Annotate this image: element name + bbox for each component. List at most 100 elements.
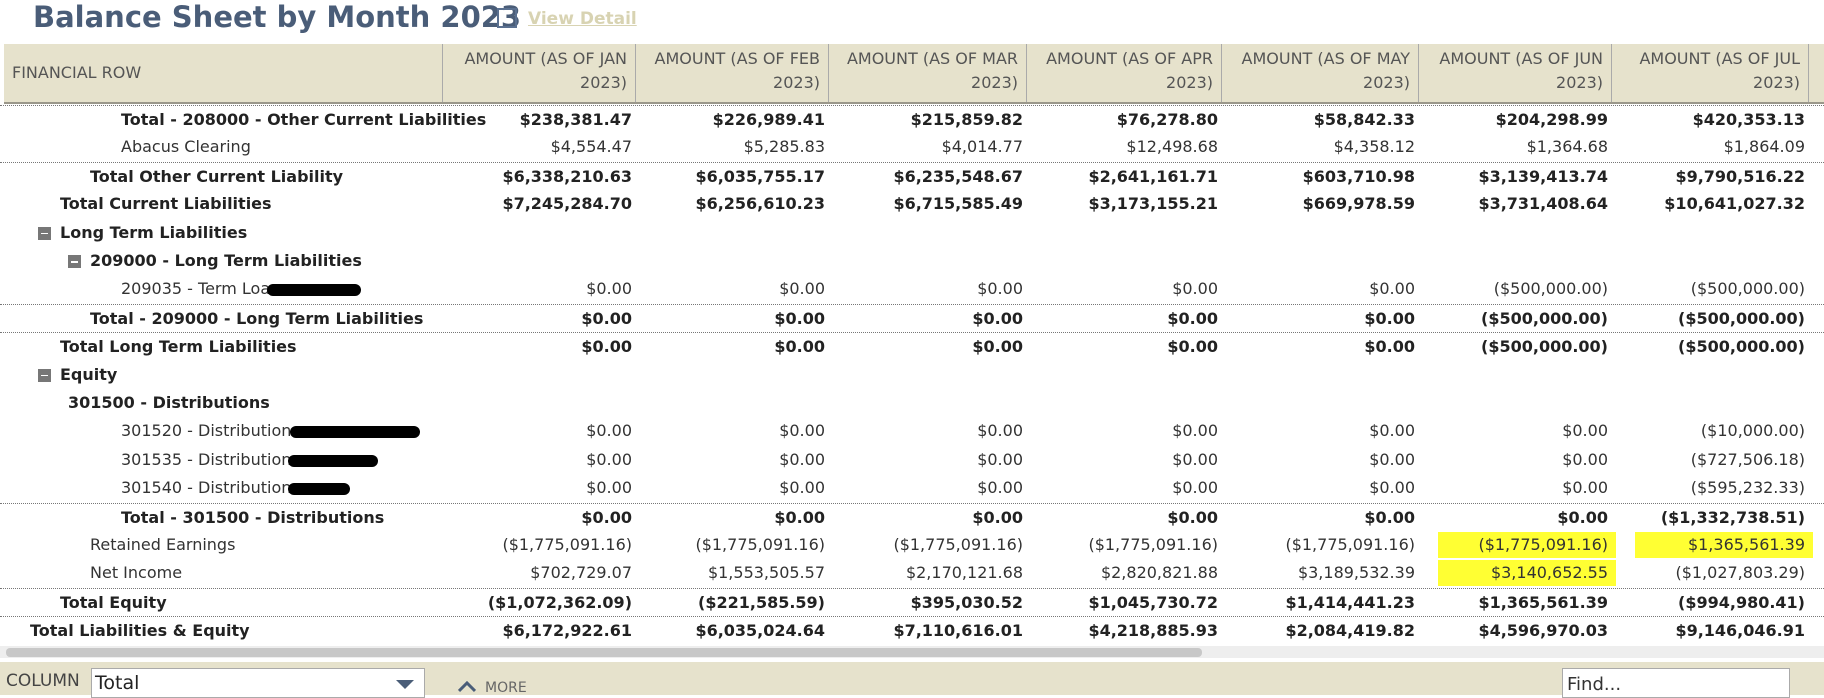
redaction (288, 483, 350, 496)
amount-cell: $2,084,419.82 (1285, 621, 1415, 641)
column-select[interactable] (91, 668, 425, 698)
collapse-toggle[interactable] (38, 226, 51, 240)
table-row: Total Liabilities & Equity $6,172,922.61 $… (0, 616, 1824, 645)
scrollbar-thumb[interactable] (6, 648, 1202, 657)
amount-cell: $5,285.83 (743, 137, 825, 157)
amount-cell: $226,989.41 (712, 110, 825, 129)
amount-cell: ($1,775,091.16) (893, 535, 1023, 554)
amount-cell: $0.00 (1172, 449, 1218, 469)
column-header: AMOUNT (AS OF JUL 2023) (1614, 44, 1809, 102)
table-row: 209035 - Term Loan $0.00 $0.00 $0.00 $0.00 $0… (0, 275, 1824, 303)
row-label: Net Income (90, 563, 183, 583)
table-row: 301520 - Distributions $0.00 $0.00 $0.00 $0.… (0, 417, 1824, 445)
amount-cell: ($595,232.33) (1690, 478, 1805, 498)
amount-cell: ($727,506.18) (1690, 449, 1805, 469)
row-label: Total Current Liabilities (60, 194, 272, 214)
redaction (267, 284, 361, 297)
column-header: AMOUNT (AS OF JUN 2023) (1417, 44, 1612, 102)
column-header: AMOUNT (AS OF MAY 2023) (1224, 44, 1419, 102)
amount-cell: $4,596,970.03 (1478, 621, 1608, 641)
table-row: Total Long Term Liabilities $0.00 $0.00 $0.… (0, 332, 1824, 361)
amount-cell: $0.00 (779, 279, 825, 299)
amount-cell: $0.00 (972, 337, 1023, 357)
report-title: Balance Sheet by Month 2023 (33, 0, 522, 34)
more-icon[interactable] (458, 681, 476, 693)
column-header: AMOUNT (AS OF APR 2023) (1027, 44, 1222, 102)
amount-cell: $0.00 (586, 478, 632, 498)
row-label: Total Long Term Liabilities (60, 337, 297, 357)
amount-cell: $6,256,610.23 (695, 194, 825, 214)
amount-cell: ($500,000.00) (1690, 279, 1805, 299)
amount-cell: $10,641,027.32 (1664, 194, 1805, 214)
amount-cell: ($500,000.00) (1678, 308, 1805, 328)
amount-cell: ($1,332,738.51) (1660, 507, 1805, 527)
row-label: Total Other Current Liability (90, 166, 344, 186)
table-row: Total - 209000 - Long Term Liabilities $0… (0, 303, 1824, 333)
table-row: Abacus Clearing $4,554.47 $5,285.83 $4,014.… (0, 133, 1824, 161)
find-placeholder: Find... (1567, 674, 1622, 695)
table-row: 301535 - Distribution - $0.00 $0.00 $0.00 $0… (0, 446, 1824, 474)
amount-cell: $0.00 (1557, 507, 1608, 527)
highlight (1438, 560, 1616, 587)
amount-cell: $3,731,408.64 (1478, 194, 1608, 214)
amount-cell: $0.00 (779, 449, 825, 469)
table-row: Net Income $702,729.07 $1,553,505.57 $2,170… (0, 559, 1824, 587)
amount-cell: $0.00 (972, 507, 1023, 527)
more-link[interactable]: MORE (485, 680, 527, 696)
row-label: Total - 208000 - Other Current Liabiliti… (121, 110, 487, 129)
row-label: 301535 - Distribution - (121, 449, 303, 469)
amount-cell: ($500,000.00) (1678, 337, 1805, 357)
amount-cell: $0.00 (1172, 421, 1218, 441)
amount-cell: $702,729.07 (530, 563, 632, 583)
amount-cell: $0.00 (1369, 449, 1415, 469)
column-header: AMOUNT (AS OF JAN 2023) (441, 44, 636, 102)
amount-cell: $6,235,548.67 (893, 166, 1023, 186)
row-label: 301520 - Distributions (121, 421, 300, 441)
row-label: Total Liabilities & Equity (30, 621, 250, 641)
amount-cell: ($1,775,091.16) (1478, 535, 1608, 554)
amount-cell: $2,641,161.71 (1088, 166, 1218, 186)
table-row: Total Equity ($1,072,362.09) ($221,585.59)… (0, 587, 1824, 617)
amount-cell: $0.00 (1364, 507, 1415, 527)
amount-cell: $0.00 (586, 279, 632, 299)
amount-cell: ($1,775,091.16) (502, 535, 632, 554)
view-detail-link[interactable]: View Detail (528, 9, 637, 29)
amount-cell: ($10,000.00) (1700, 421, 1805, 441)
amount-cell: $0.00 (1369, 478, 1415, 498)
amount-cell: $420,353.13 (1692, 110, 1805, 129)
amount-cell: $1,365,561.39 (1687, 535, 1805, 554)
amount-cell: ($221,585.59) (698, 592, 825, 612)
amount-cell: $0.00 (774, 337, 825, 357)
amount-cell: $0.00 (1167, 308, 1218, 328)
collapse-toggle[interactable] (68, 255, 81, 268)
table-row: Retained Earnings ($1,775,091.16) ($1,775,… (0, 531, 1824, 559)
amount-cell: $9,146,046.91 (1675, 621, 1805, 641)
amount-cell: $58,842.33 (1313, 110, 1415, 129)
row-label: Total Equity (60, 592, 167, 612)
row-label: Equity (60, 364, 118, 384)
column-header: AMOUNT (AS OF MAR 2023) (832, 44, 1027, 102)
table-row: Total Other Current Liability $6,338,210.… (0, 161, 1824, 191)
dropdown-arrow[interactable] (396, 680, 414, 690)
amount-cell: ($1,027,803.29) (1675, 563, 1805, 583)
table-row: 301540 - Distribution - $0.00 $0.00 $0.00 $0… (0, 474, 1824, 502)
amount-cell: $76,278.80 (1116, 110, 1218, 129)
amount-cell: $0.00 (1562, 478, 1608, 498)
redaction (288, 454, 378, 467)
amount-cell: $0.00 (1562, 449, 1608, 469)
amount-cell: $3,139,413.74 (1478, 166, 1608, 186)
row-label: Total - 301500 - Distributions (121, 507, 385, 527)
amount-cell: ($1,775,091.16) (1088, 535, 1218, 554)
amount-cell: $0.00 (586, 421, 632, 441)
amount-cell: $1,045,730.72 (1088, 592, 1218, 612)
amount-cell: $215,859.82 (910, 110, 1023, 129)
amount-cell: $7,110,616.01 (893, 621, 1023, 641)
amount-cell: $3,189,532.39 (1297, 563, 1415, 583)
collapse-toggle[interactable] (38, 368, 51, 382)
amount-cell: $4,358.12 (1333, 137, 1415, 157)
amount-cell: $395,030.52 (910, 592, 1023, 612)
row-label: 301500 - Distributions (68, 393, 270, 412)
amount-cell: $0.00 (581, 308, 632, 328)
amount-cell: $7,245,284.70 (502, 194, 632, 214)
view-detail-icon[interactable] (497, 8, 517, 28)
